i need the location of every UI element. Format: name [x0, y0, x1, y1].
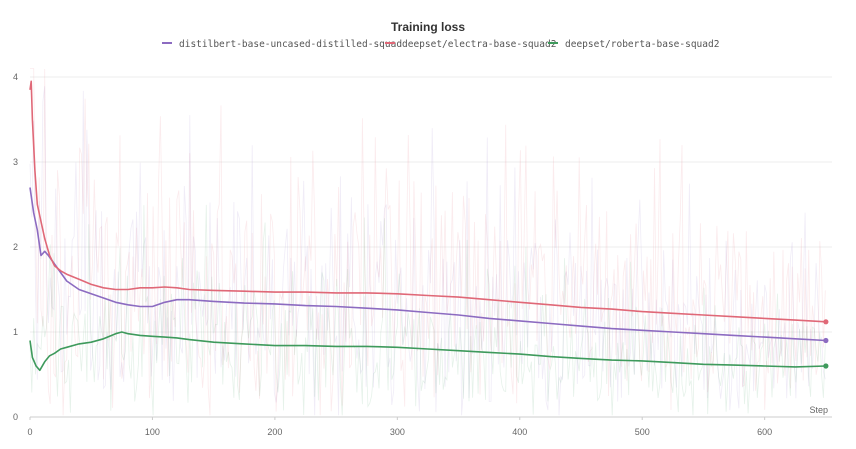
x-axis-label: Step: [809, 405, 828, 415]
legend-item-distilbert[interactable]: distilbert-base-uncased-distilled-squad: [162, 39, 402, 50]
series-endpoint-1[interactable]: [823, 319, 829, 325]
grid: [30, 76, 832, 333]
legend-item-electra[interactable]: deepset/electra-base-squad2: [385, 39, 556, 50]
legend-label-distilbert: distilbert-base-uncased-distilled-squad: [179, 39, 402, 50]
legend-label-electra: deepset/electra-base-squad2: [402, 39, 556, 50]
series-line-2[interactable]: [29, 331, 826, 372]
legend-label-roberta: deepset/roberta-base-squad2: [565, 39, 719, 50]
x-tick-label: 0: [27, 427, 32, 437]
y-tick-label: 1: [13, 327, 18, 337]
series-endpoint-2[interactable]: [823, 363, 829, 369]
x-tick-label: 300: [390, 427, 405, 437]
x-tick-label: 100: [145, 427, 160, 437]
y-tick-label: 3: [13, 157, 18, 167]
raw-loss-noise: [29, 68, 826, 416]
legend-item-roberta[interactable]: deepset/roberta-base-squad2: [548, 39, 719, 50]
noise-line-1: [30, 68, 826, 416]
x-tick-label: 400: [512, 427, 527, 437]
series-endpoint-0[interactable]: [823, 337, 829, 344]
chart-title: Training loss: [391, 20, 465, 34]
y-tick-label: 2: [13, 242, 18, 252]
y-tick-label: 4: [13, 72, 18, 82]
x-tick-label: 500: [635, 427, 650, 437]
legend: distilbert-base-uncased-distilled-squad …: [162, 39, 719, 50]
tick-labels: 0 1 2 3 4 0 100 200 300 400 500 600: [13, 72, 772, 437]
x-tick-label: 600: [757, 427, 772, 437]
series-lines: [29, 80, 829, 372]
y-tick-label: 0: [13, 412, 18, 422]
series-line-1[interactable]: [29, 80, 826, 323]
noise-line-0: [29, 86, 826, 416]
x-tick-label: 200: [267, 427, 282, 437]
noise-line-2: [29, 204, 826, 416]
